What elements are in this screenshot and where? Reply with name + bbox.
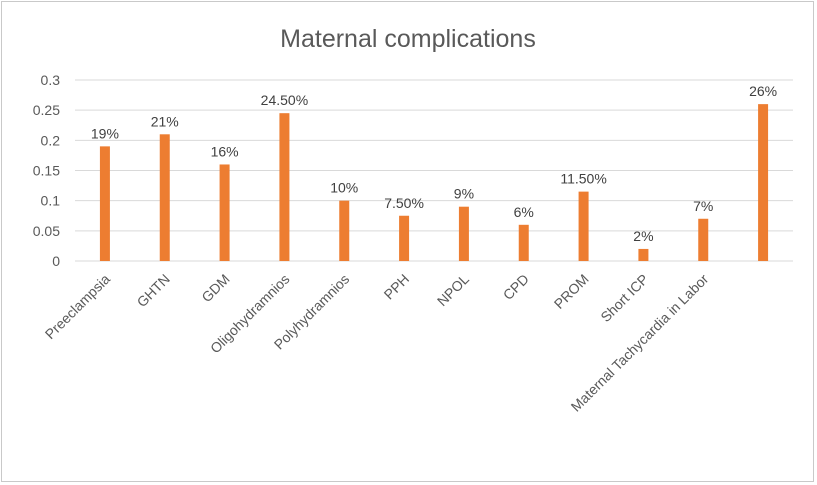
data-label: 9% [454,186,474,202]
bar [99,146,110,261]
x-category-label: NPOL [434,271,472,309]
data-label: 7% [693,198,713,214]
bar [698,218,709,261]
x-category-label: CPD [500,271,532,303]
data-label: 2% [633,228,653,244]
chart-title: Maternal complications [280,25,536,53]
gridlines [75,79,793,262]
bar [578,191,589,261]
data-label: 26% [749,83,777,99]
bars [99,104,769,261]
data-label: 11.50% [560,171,606,187]
x-category-label: PROM [551,271,592,312]
data-label: 6% [514,204,534,220]
data-label: 19% [91,125,119,141]
x-category-label: GDM [198,271,232,305]
bar [518,224,529,261]
data-label: 21% [151,113,179,129]
bar [458,206,469,261]
data-label: 10% [330,180,358,196]
x-category-label: PPH [381,271,413,303]
bar [279,113,290,261]
bar [399,215,410,261]
data-label: 7.50% [384,195,424,211]
y-tick-label: 0.2 [41,132,61,148]
x-category-label: Preeclampsia [42,271,113,342]
bar [159,134,170,261]
y-tick-label: 0.3 [41,72,61,88]
data-label: 16% [211,143,239,159]
y-tick-label: 0.25 [33,102,60,118]
bar [638,248,649,261]
x-category-label: GHTN [134,271,173,310]
bar [758,104,769,261]
y-tick-label: 0 [52,253,60,269]
y-tick-label: 0.1 [41,193,61,209]
y-tick-label: 0.05 [33,223,60,239]
y-tick-label: 0.15 [33,163,60,179]
data-labels: 19% 21% 16% 24.50% 10% 7.50% 9% 6% 11.50% 2% 7% 26% [91,83,777,244]
bar [339,200,350,261]
bar [219,164,230,261]
x-category-label: Short ICP [597,271,651,325]
x-axis-categories: Preeclampsia GHTN GDMOligohydramniosPolyhy… [42,271,712,415]
data-label: 24.50% [261,92,308,108]
y-axis-ticks: 0 0.05 0.1 0.15 0.2 0.25 0.3 [33,72,60,269]
